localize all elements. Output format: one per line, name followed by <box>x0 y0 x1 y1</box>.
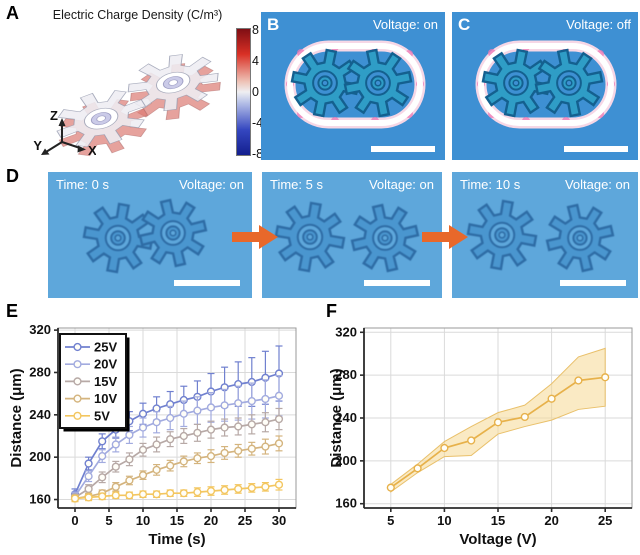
colorbar-tick: -4 <box>252 116 264 130</box>
colorbar <box>236 28 251 156</box>
svg-text:25V: 25V <box>94 340 117 355</box>
distance-vs-voltage-chart: 5 10 15 20 25 160 200 240 280 320 Voltage (V) Dista… <box>328 324 633 548</box>
svg-text:25: 25 <box>598 513 612 528</box>
svg-text:20: 20 <box>544 513 558 528</box>
svg-text:200: 200 <box>335 453 357 468</box>
triad-y-label: Y <box>33 138 42 153</box>
svg-text:5V: 5V <box>94 408 110 423</box>
panel-e-label: E <box>6 301 19 321</box>
svg-text:240: 240 <box>335 410 357 425</box>
voltage-status-label: Voltage: on <box>178 177 244 192</box>
svg-text:320: 320 <box>29 322 51 337</box>
gears-in-channel-image <box>475 40 617 129</box>
svg-text:240: 240 <box>29 407 51 422</box>
svg-text:15: 15 <box>170 513 184 528</box>
distance-vs-time-chart: 0 5 10 15 20 25 30 160 200 240 280 320 Time (s) Dista… <box>8 322 297 548</box>
voltage-status-label: Voltage: off <box>566 17 631 32</box>
scale-bar <box>364 280 430 286</box>
voltage-status-label: Voltage: on <box>372 17 438 32</box>
panel-d-label: D <box>6 166 19 186</box>
panel-d-frame-2: Time: 10 s Voltage: on <box>452 172 638 298</box>
charge-density-render <box>56 54 221 157</box>
svg-text:10: 10 <box>437 513 451 528</box>
time-label: Time: 0 s <box>56 177 109 192</box>
svg-text:10V: 10V <box>94 391 117 406</box>
gears-timelapse-image <box>466 199 615 273</box>
gears-in-channel-image <box>284 40 426 129</box>
svg-text:5: 5 <box>105 513 112 528</box>
svg-text:15: 15 <box>491 513 505 528</box>
panel-c-label: C <box>458 15 471 34</box>
svg-text:280: 280 <box>29 364 51 379</box>
svg-text:15V: 15V <box>94 374 117 389</box>
panel-f-label: F <box>326 301 337 321</box>
colorbar-ticks: 8 4 0 -4 -8 <box>252 23 276 161</box>
triad-x-label: X <box>88 143 96 158</box>
svg-text:20V: 20V <box>94 357 117 372</box>
panel-a-title: Electric Charge Density (C/m³) <box>52 8 223 22</box>
svg-text:25: 25 <box>238 513 252 528</box>
svg-text:200: 200 <box>29 449 51 464</box>
arrow-right-icon <box>232 225 278 249</box>
svg-text:5: 5 <box>387 513 394 528</box>
triad-z-label: Z <box>50 108 58 123</box>
svg-text:160: 160 <box>335 496 357 511</box>
colorbar-tick: 8 <box>252 23 259 37</box>
svg-text:Distance (μm): Distance (μm) <box>328 368 345 467</box>
time-label: Time: 10 s <box>460 177 521 192</box>
colorbar-tick: 0 <box>252 85 259 99</box>
svg-text:30: 30 <box>272 513 286 528</box>
panel-d-frame-1: Time: 5 s Voltage: on <box>262 172 442 298</box>
gears-timelapse-image <box>274 201 420 273</box>
panel-a-label: A <box>6 3 19 23</box>
svg-text:10: 10 <box>136 513 150 528</box>
colorbar-tick: 4 <box>252 54 259 68</box>
scale-bar <box>564 146 628 152</box>
svg-text:20: 20 <box>204 513 218 528</box>
panel-b-label: B <box>267 15 280 34</box>
svg-text:Voltage (V): Voltage (V) <box>459 531 536 548</box>
scale-bar <box>371 146 435 152</box>
svg-text:320: 320 <box>335 324 357 339</box>
arrow-right-icon <box>422 225 468 249</box>
svg-text:Distance (μm): Distance (μm) <box>8 368 25 467</box>
svg-text:0: 0 <box>71 513 78 528</box>
scale-bar <box>560 280 626 286</box>
svg-text:Time (s): Time (s) <box>148 531 205 548</box>
scale-bar <box>174 280 240 286</box>
colorbar-tick: -8 <box>252 147 264 161</box>
svg-text:160: 160 <box>29 492 51 507</box>
panel-b-micrograph: B Voltage: on <box>261 12 445 160</box>
panel-c-micrograph: C Voltage: off <box>452 12 638 160</box>
axis-triad-icon: Z Y X <box>33 108 96 158</box>
voltage-status-label: Voltage: on <box>368 177 434 192</box>
gears-timelapse-image <box>82 198 208 274</box>
panel-d-frame-0: Time: 0 s Voltage: on <box>48 172 252 298</box>
voltage-status-label: Voltage: on <box>564 177 630 192</box>
svg-text:280: 280 <box>335 367 357 382</box>
time-label: Time: 5 s <box>270 177 323 192</box>
